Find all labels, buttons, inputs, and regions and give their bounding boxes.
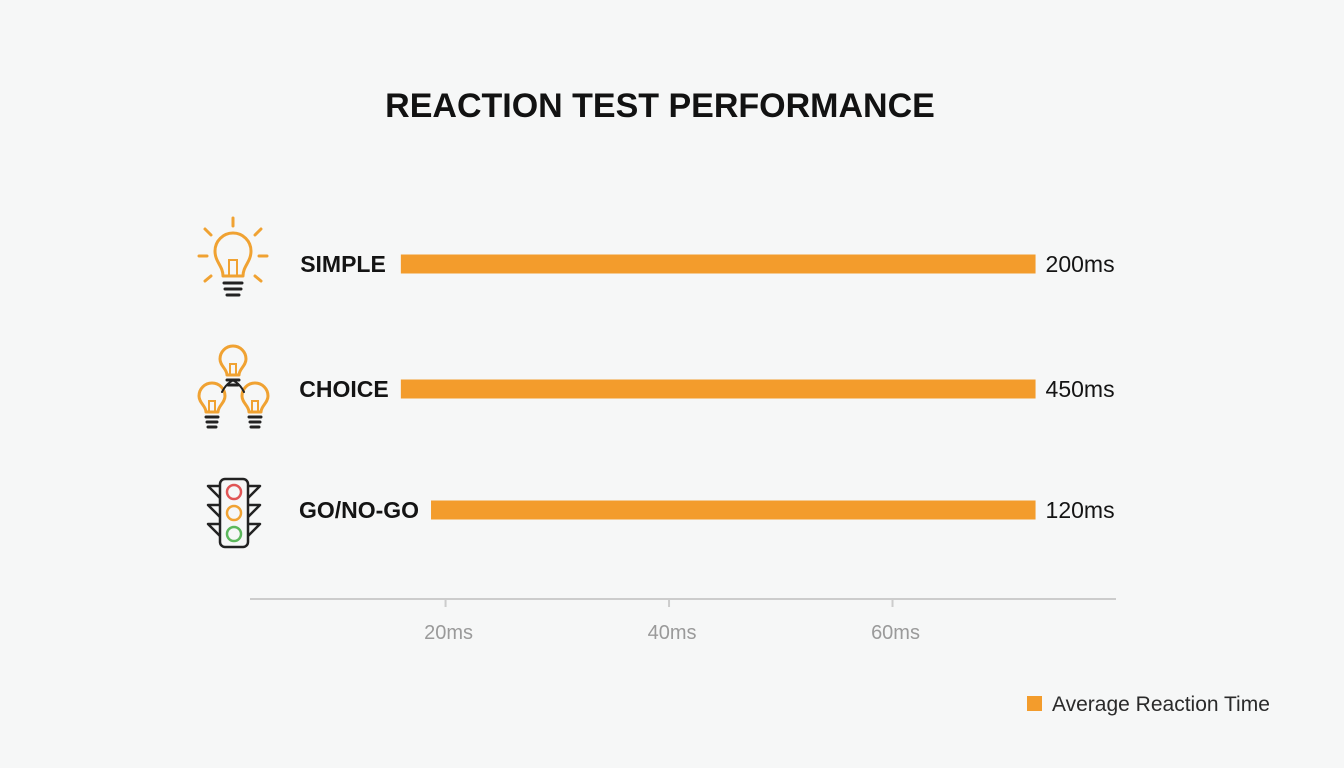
legend-label: Average Reaction Time — [1052, 693, 1270, 716]
traffic-light-icon — [206, 477, 262, 549]
three-lightbulbs-icon — [197, 344, 270, 429]
legend: Average Reaction Time — [1027, 693, 1270, 716]
bar — [400, 379, 1036, 399]
data-label: 450ms — [1046, 376, 1115, 402]
bar — [400, 254, 1036, 274]
x-tick-label: 60ms — [871, 622, 920, 644]
x-tick-label: 20ms — [424, 622, 473, 644]
category-label: CHOICE — [299, 376, 388, 402]
category-label: GO/NO-GO — [299, 497, 419, 523]
lightbulb-icon — [197, 216, 269, 297]
x-axis: 20ms 40ms 60ms — [250, 598, 1116, 644]
data-label: 200ms — [1046, 251, 1115, 277]
data-label: 120ms — [1046, 497, 1115, 523]
legend-swatch — [1027, 696, 1042, 711]
chart-title: REACTION TEST PERFORMANCE — [385, 87, 935, 125]
x-tick-label: 40ms — [648, 622, 697, 644]
bars-layer: SIMPLE 200ms CHOICE 450ms GO/NO-GO 120ms — [299, 251, 1115, 523]
bar — [431, 500, 1036, 520]
category-label: SIMPLE — [300, 251, 386, 277]
